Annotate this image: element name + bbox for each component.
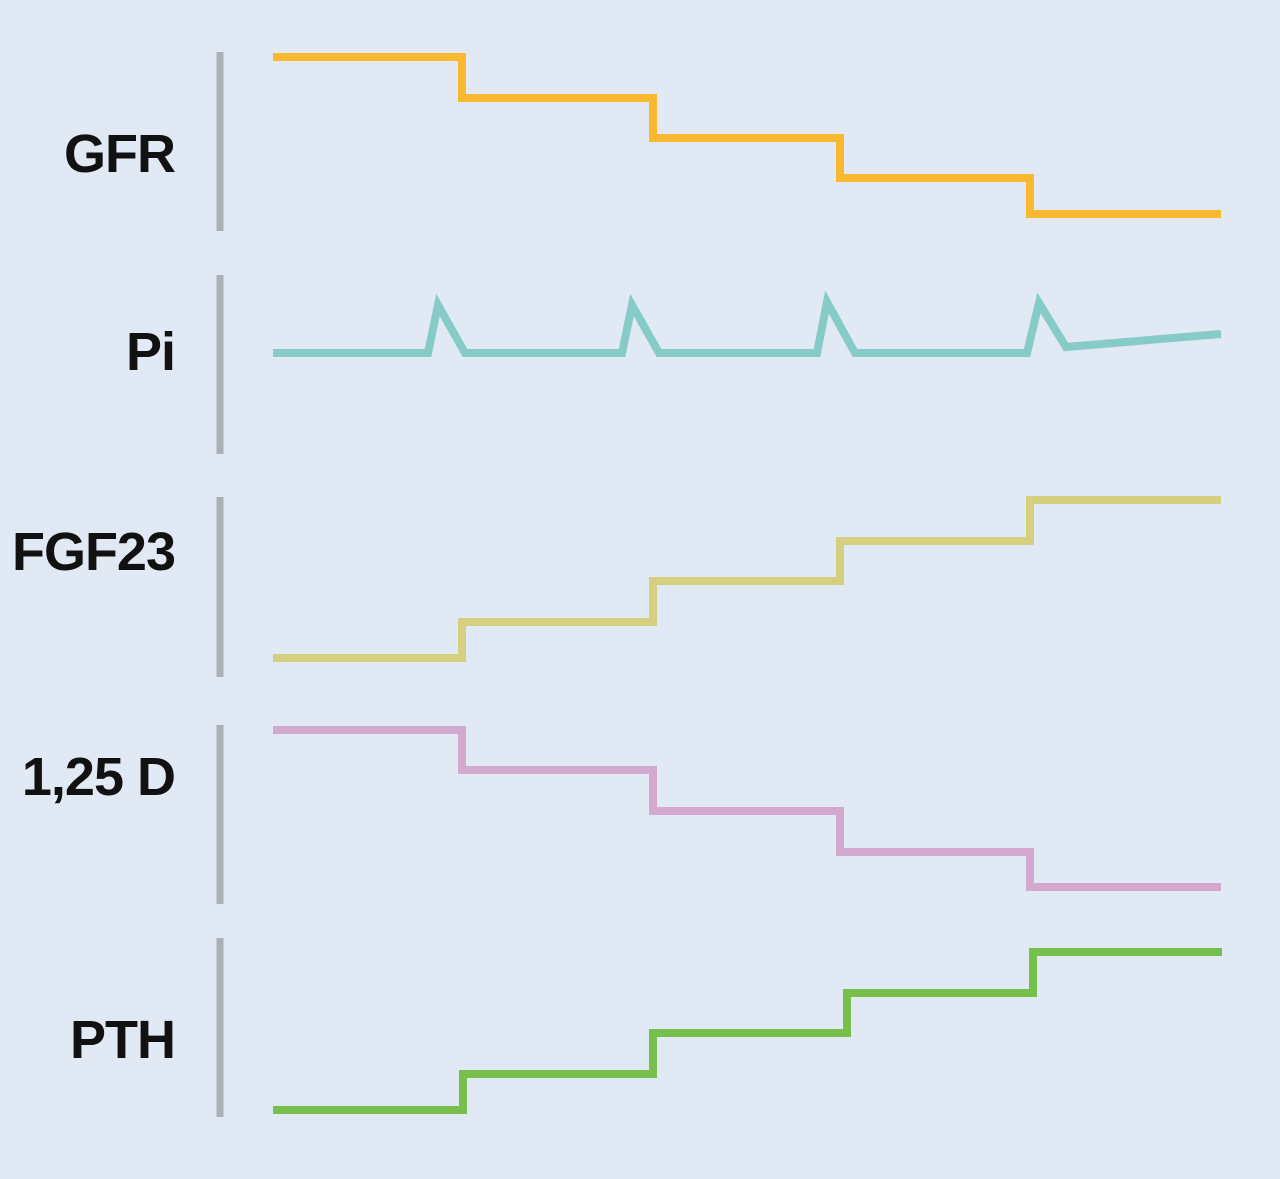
row-pi: Pi — [126, 275, 1222, 454]
trace-pth — [273, 948, 1222, 1114]
row-label-125d: 1,25 D — [22, 747, 175, 807]
trace-125d — [273, 726, 1221, 891]
row-gfr: GFR — [64, 52, 1221, 231]
trace-pi — [273, 290, 1222, 357]
row-label-gfr: GFR — [64, 124, 175, 184]
row-label-pi: Pi — [126, 322, 175, 382]
row-label-pth: PTH — [70, 1010, 175, 1070]
row-fgf23: FGF23 — [12, 496, 1221, 677]
row-125d: 1,25 D — [22, 725, 1221, 904]
row-label-fgf23: FGF23 — [12, 522, 175, 582]
trace-fgf23 — [273, 496, 1221, 662]
row-pth: PTH — [70, 938, 1222, 1117]
trace-gfr — [273, 53, 1221, 218]
